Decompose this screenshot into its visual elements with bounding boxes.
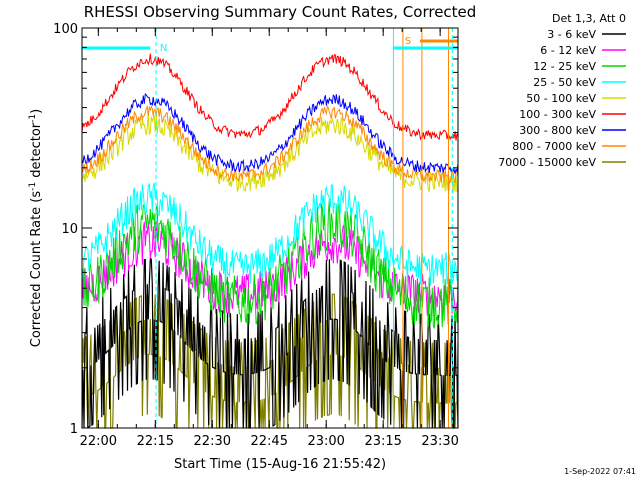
y-tick-label-1: 10 bbox=[61, 222, 78, 237]
y-axis-label: Corrected Count Rate (s-1 detector-1) bbox=[28, 109, 44, 347]
x-tick-label-6: 23:30 bbox=[421, 434, 458, 449]
legend: Det 1,3, Att 0 3 - 6 keV 6 - 12 keV 12 - 2… bbox=[498, 12, 626, 169]
series-line-0 bbox=[81, 258, 459, 429]
y-axis-label-mid: detector bbox=[29, 122, 44, 182]
x-tick-label-0: 22:00 bbox=[80, 434, 117, 449]
series-line-7 bbox=[81, 104, 459, 185]
plot-area bbox=[81, 53, 459, 430]
legend-label-2: 12 - 25 keV bbox=[533, 60, 596, 73]
chart-title: RHESSI Observing Summary Count Rates, Co… bbox=[84, 3, 477, 21]
series-line-3 bbox=[81, 182, 459, 286]
legend-label-7: 800 - 7000 keV bbox=[512, 140, 596, 153]
annotation-n: N bbox=[160, 43, 167, 54]
legend-header: Det 1,3, Att 0 bbox=[552, 12, 626, 25]
y-axis-label-sup1: -1 bbox=[28, 182, 38, 191]
series-line-4 bbox=[81, 114, 459, 194]
y-tick-label-0: 1 bbox=[70, 422, 78, 437]
y-axis-label-sup2: -1 bbox=[28, 114, 38, 123]
x-tick-label-3: 22:45 bbox=[251, 434, 288, 449]
y-axis-label-end: ) bbox=[29, 109, 44, 114]
y-tick-label-2: 100 bbox=[53, 22, 78, 37]
footer-date: 1-Sep-2022 07:41 bbox=[564, 467, 636, 476]
legend-label-1: 6 - 12 keV bbox=[540, 44, 596, 57]
annotation-s: S bbox=[405, 36, 411, 47]
legend-label-3: 25 - 50 keV bbox=[533, 76, 596, 89]
x-axis-label: Start Time (15-Aug-16 21:55:42) bbox=[174, 457, 386, 472]
series-line-6 bbox=[81, 92, 459, 174]
series-line-5 bbox=[81, 53, 459, 141]
y-axis-label-main: Corrected Count Rate (s bbox=[29, 191, 44, 348]
axes: 1 10 100 22:00 22:15 22:30 22:45 23:00 23:15 23:3… bbox=[53, 22, 459, 449]
legend-label-5: 100 - 300 keV bbox=[519, 108, 596, 121]
legend-label-0: 3 - 6 keV bbox=[547, 28, 596, 41]
legend-label-6: 300 - 800 keV bbox=[519, 124, 596, 137]
legend-label-8: 7000 - 15000 keV bbox=[498, 156, 596, 169]
legend-label-4: 50 - 100 keV bbox=[526, 92, 596, 105]
x-tick-label-2: 22:30 bbox=[194, 434, 231, 449]
x-tick-label-1: 22:15 bbox=[137, 434, 174, 449]
x-tick-label-5: 23:15 bbox=[364, 434, 401, 449]
x-tick-label-4: 23:00 bbox=[307, 434, 344, 449]
